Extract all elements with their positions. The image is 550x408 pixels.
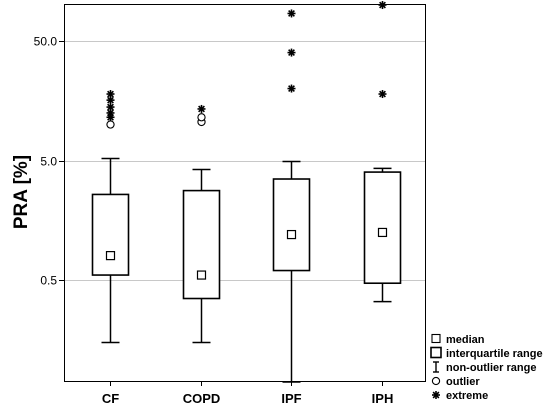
outlier-marker: [106, 120, 115, 129]
outlier-marker: [197, 113, 206, 122]
box-ipf: [272, 9, 311, 383]
extreme-marker: [287, 9, 296, 18]
extreme-marker: [287, 84, 296, 93]
asterisk-stroke: [379, 90, 386, 98]
median-marker: [286, 229, 297, 240]
median-marker: [196, 270, 207, 280]
legend-label: extreme: [446, 390, 488, 402]
legend-item-non-outlier-range: non-outlier range: [433, 361, 536, 374]
box-series: [91, 1, 402, 383]
box-iph: [363, 1, 402, 303]
legend-label: median: [446, 334, 485, 346]
y-tick-label: 5.0: [40, 155, 57, 169]
legend-label: outlier: [446, 376, 480, 388]
legend-item-extreme: extreme: [432, 390, 488, 402]
box-cf: [91, 90, 130, 344]
asterisk-stroke: [432, 391, 440, 399]
extreme-marker: [378, 90, 387, 99]
median-marker: [105, 251, 116, 261]
extreme-marker: [197, 104, 206, 113]
x-tick-label: IPF: [281, 391, 301, 406]
extreme-marker: [106, 103, 115, 112]
asterisk-stroke: [288, 85, 295, 92]
extreme-marker: [287, 48, 296, 57]
asterisk-stroke: [107, 96, 114, 104]
interquartile-box: [363, 171, 402, 285]
legend-outlier-swatch: [431, 376, 441, 386]
median-marker: [377, 227, 388, 238]
y-axis-ticks: 0.5 5.0 50.0: [34, 35, 64, 288]
extreme-marker: [378, 1, 387, 10]
legend-label: non-outlier range: [446, 362, 536, 374]
x-tick-label: CF: [102, 391, 119, 406]
asterisk-stroke: [379, 1, 386, 9]
asterisk-stroke: [107, 103, 114, 111]
y-tick-label: 50.0: [34, 35, 58, 49]
legend-item-median: median: [431, 333, 485, 346]
asterisk-stroke: [198, 105, 205, 113]
legend-item-outlier: outlier: [431, 376, 480, 388]
legend-label: interquartile range: [446, 348, 543, 360]
asterisk-stroke: [107, 109, 114, 117]
box-copd: [182, 104, 221, 344]
x-tick-label: IPH: [372, 391, 394, 406]
x-tick-label: COPD: [183, 391, 221, 406]
legend-item-interquartile-range: interquartile range: [430, 346, 543, 360]
x-axis-ticks: CF COPD IPF IPH: [102, 381, 394, 406]
plot-frame: [64, 4, 426, 382]
legend-extreme-swatch: [432, 391, 440, 399]
interquartile-box: [182, 189, 221, 300]
y-axis-title: PRA [%]: [11, 155, 32, 229]
legend: median interquartile range non-outlier ran…: [430, 333, 543, 402]
interquartile-box: [91, 193, 130, 276]
legend-median-swatch: [431, 333, 441, 344]
extreme-marker: [106, 90, 115, 99]
asterisk-stroke: [107, 90, 114, 98]
asterisk-stroke: [288, 10, 295, 17]
legend-box-swatch: [430, 346, 442, 359]
interquartile-box: [272, 178, 311, 272]
y-tick-label: 0.5: [40, 274, 57, 288]
asterisk-stroke: [288, 49, 295, 57]
